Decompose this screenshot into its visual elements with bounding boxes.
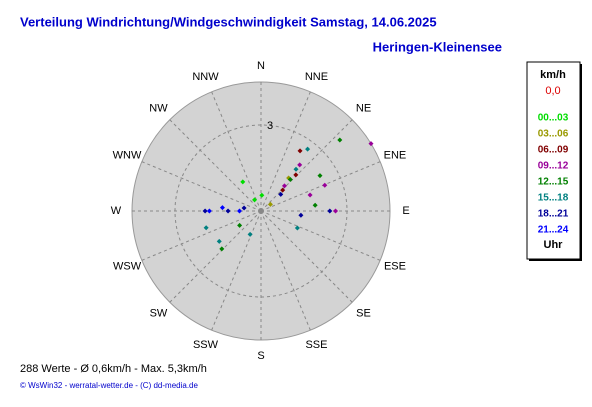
legend-note: 0,0 [545, 85, 560, 97]
point [297, 162, 303, 168]
chart-title: Verteilung Windrichtung/Windgeschwindigk… [20, 14, 437, 29]
r-tick-label: 3 [267, 120, 273, 132]
point [219, 205, 225, 211]
summary: 288 Werte - Ø 0,6km/h - Max. 5,3km/h [20, 363, 207, 375]
point [294, 225, 300, 231]
point [293, 172, 299, 178]
point [267, 201, 273, 207]
point [203, 225, 209, 231]
point [280, 187, 286, 193]
point [317, 173, 323, 179]
direction-label: ENE [384, 149, 407, 161]
point [307, 192, 313, 198]
point [322, 182, 328, 188]
legend-entry: 03...06 [538, 129, 569, 140]
point [281, 183, 287, 189]
legend-entry: 21...24 [538, 225, 569, 236]
point [240, 179, 246, 185]
point [216, 238, 222, 244]
point [259, 192, 265, 198]
point [293, 166, 299, 172]
point [333, 208, 339, 214]
point [297, 148, 303, 154]
direction-label: S [257, 350, 264, 362]
direction-label: NNE [305, 71, 328, 83]
direction-label: NE [356, 102, 371, 114]
direction-label: ESE [384, 260, 406, 272]
direction-label: NNW [192, 71, 219, 83]
direction-label: SW [150, 307, 168, 319]
point [298, 212, 304, 218]
direction-label: SSW [193, 339, 219, 351]
grid-circle [174, 124, 348, 298]
legend-title: km/h [540, 69, 566, 81]
credits: © WsWin32 - werratal-wetter.de - (C) dd-… [20, 381, 198, 390]
point [237, 222, 243, 228]
point [202, 208, 208, 214]
direction-label: E [402, 205, 409, 217]
point [225, 208, 231, 214]
direction-label: N [257, 60, 265, 72]
direction-label: SSE [305, 339, 327, 351]
point [247, 231, 253, 237]
legend-entry: 09...12 [538, 161, 569, 172]
point [337, 137, 343, 143]
legend-entry: 00...03 [538, 113, 569, 124]
direction-label: WNW [113, 149, 142, 161]
direction-label: NW [149, 102, 168, 114]
legend-entry: 18...21 [538, 209, 569, 220]
legend-entry: 06...09 [538, 145, 569, 156]
point [278, 191, 284, 197]
point [241, 205, 247, 211]
point [312, 202, 318, 208]
point [206, 208, 212, 214]
point [368, 141, 374, 147]
direction-label: W [111, 205, 122, 217]
point [219, 246, 225, 252]
point [327, 208, 333, 214]
legend-entry: 12...15 [538, 177, 569, 188]
legend-entry: 15...18 [538, 193, 569, 204]
point [237, 208, 242, 214]
chart-subtitle: Heringen-Kleinensee [373, 39, 502, 54]
direction-label: WSW [113, 260, 142, 272]
direction-label: SE [356, 307, 371, 319]
legend-box [526, 61, 581, 260]
point [305, 146, 311, 152]
point [252, 197, 258, 203]
point [287, 177, 293, 183]
legend-footer: Uhr [544, 239, 564, 251]
